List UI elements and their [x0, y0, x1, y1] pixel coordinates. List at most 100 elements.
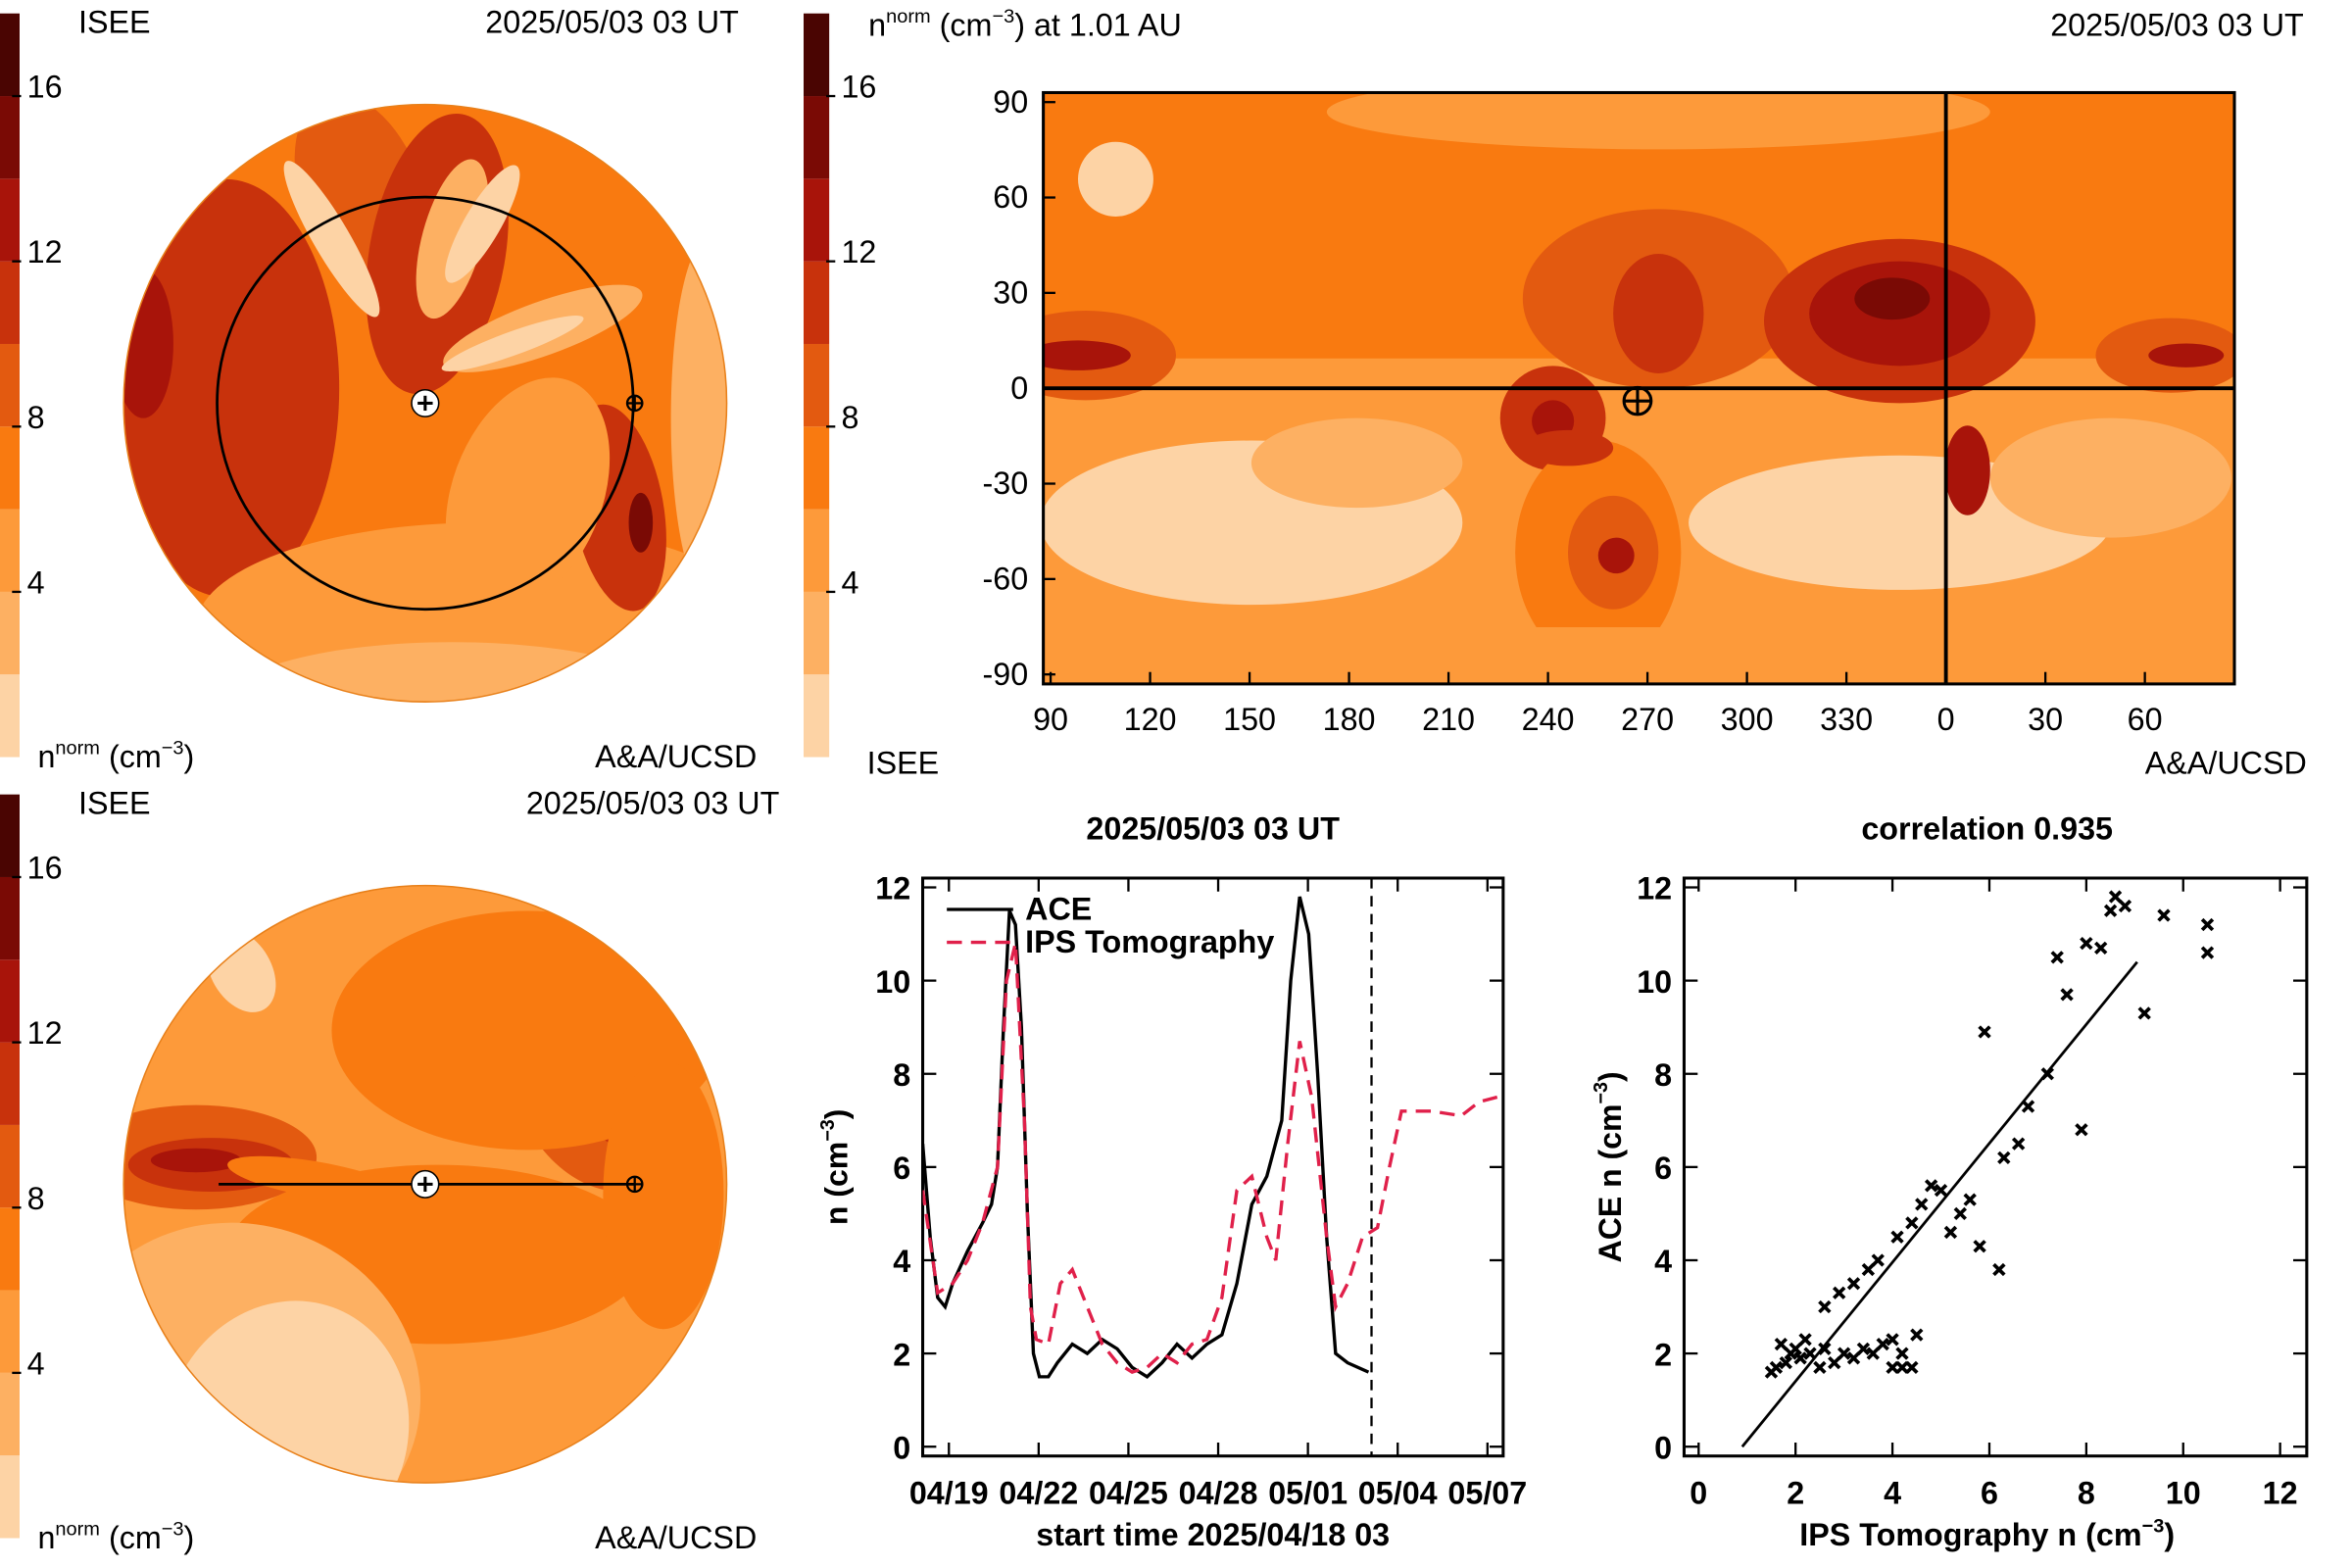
- x-axis-label: start time 2025/04/18 03: [1036, 1517, 1390, 1552]
- y-tick-label: 4: [1654, 1244, 1672, 1279]
- colorbar-level: [0, 1372, 20, 1456]
- colorbar-level: [804, 426, 830, 510]
- colorbar-level: [0, 959, 20, 1043]
- panel-credit: A&A/UCSD: [595, 739, 757, 774]
- scatter-point: [1876, 1337, 1889, 1351]
- map-title-part: (cm: [931, 8, 993, 43]
- x-tick-label: 300: [1721, 702, 1774, 737]
- panel-source: ISEE: [78, 5, 151, 40]
- colorbar-level: [804, 96, 830, 179]
- scatter-point: [2021, 1100, 2035, 1113]
- colorbar-level: [804, 178, 830, 262]
- contour-region: [1250, 417, 1463, 509]
- scatter-point: [2118, 899, 2132, 913]
- contour-region: [445, 377, 611, 609]
- scatter-point: [1934, 1184, 1948, 1198]
- y-tick-label: -90: [983, 657, 1029, 692]
- scatter-point: [1798, 1333, 1812, 1347]
- colorbar-level: [0, 1455, 20, 1539]
- scatter-point: [1833, 1286, 1846, 1299]
- panel-source: ISEE: [78, 786, 151, 821]
- colorbar-level: [0, 1207, 20, 1291]
- scatter-point: [1905, 1360, 1919, 1374]
- y-tick-label: 4: [893, 1244, 910, 1279]
- x-tick-label: 8: [2078, 1476, 2095, 1511]
- scatter-point: [1818, 1342, 1832, 1355]
- x-tick-label: 90: [1033, 702, 1068, 737]
- scatter-point: [1886, 1333, 1899, 1347]
- y-axis-label-part: n (cm: [818, 1142, 854, 1225]
- colorbar-level: [0, 426, 20, 510]
- map-title: nnorm (cm−3) at 1.01 AU: [868, 6, 1182, 43]
- colorbar-label-part: n: [37, 739, 55, 774]
- x-tick-label: 6: [1981, 1476, 1998, 1511]
- colorbar-label: nnorm (cm−3): [37, 738, 194, 775]
- contour-region: [628, 492, 654, 553]
- colorbar-level: [804, 509, 830, 592]
- scatter-point: [1953, 1206, 1967, 1221]
- scatter-point: [1915, 1198, 1929, 1211]
- chart-title: 2025/05/03 03 UT: [1086, 811, 1340, 847]
- colorbar-level: [0, 178, 20, 262]
- contour-region: [164, 1300, 410, 1484]
- colorbar-level: [0, 509, 20, 592]
- x-tick-label: 0: [1937, 702, 1955, 737]
- scatter-point: [1856, 1342, 1871, 1355]
- colorbar-level: [0, 1042, 20, 1125]
- panel-time: 2025/05/03 03 UT: [2050, 8, 2304, 43]
- y-tick-label: 0: [1654, 1431, 1672, 1466]
- scatter-point: [1813, 1360, 1827, 1374]
- colorbar-level: [0, 674, 20, 758]
- y-tick-label: 12: [875, 871, 910, 906]
- contour-region: [1043, 340, 1131, 370]
- scatter-point: [1803, 1347, 1817, 1360]
- colorbar-level: [0, 876, 20, 960]
- contour-region: [445, 165, 520, 283]
- y-tick-label: 2: [1654, 1337, 1672, 1372]
- plot-area: [922, 896, 1498, 1379]
- contour-region: [1522, 429, 1614, 466]
- x-axis-label: IPS Tomography n (cm−3): [1799, 1516, 2175, 1553]
- panel-credit: A&A/UCSD: [2145, 745, 2307, 780]
- x-tick-label: 04/22: [999, 1476, 1078, 1511]
- panel-source: ISEE: [867, 745, 940, 780]
- scatter-point: [1774, 1337, 1788, 1351]
- y-tick-label: 10: [1637, 964, 1672, 1000]
- colorbar-level: [0, 1124, 20, 1208]
- y-axis-label-sup: −3: [1591, 1082, 1612, 1104]
- colorbar-tick-label: 8: [841, 400, 858, 435]
- chart-title: correlation 0.935: [1861, 811, 2113, 847]
- contour-region: [1078, 141, 1153, 217]
- contour-region: [1043, 627, 2234, 684]
- colorbar-label-part: (cm: [100, 1520, 162, 1555]
- x-tick-label: 05/07: [1447, 1476, 1527, 1511]
- colorbar-label-part: (cm: [100, 739, 162, 774]
- colorbar-level: [0, 96, 20, 179]
- y-axis-label-part: ): [1592, 1071, 1628, 1082]
- y-axis-label-part: ACE n (cm: [1592, 1104, 1628, 1263]
- y-tick-label: 6: [893, 1151, 910, 1186]
- contour-region: [1944, 425, 1990, 515]
- x-tick-label: 04/25: [1089, 1476, 1168, 1511]
- contour-region: [1613, 254, 1704, 373]
- scatter-point: [1871, 1253, 1885, 1267]
- x-tick-label: 0: [1690, 1476, 1707, 1511]
- scatter-point: [1861, 1262, 1876, 1277]
- contour-region: [227, 1155, 407, 1203]
- disk-outline: [122, 103, 728, 703]
- map-title-part: ) at 1.01 AU: [1014, 8, 1182, 43]
- colorbar-level: [0, 1290, 20, 1373]
- y-tick-label: 2: [893, 1337, 910, 1372]
- colorbar-level: [804, 13, 830, 97]
- x-tick-label: 240: [1522, 702, 1575, 737]
- colorbar-label-part: ): [184, 1520, 195, 1555]
- y-axis-label: n (cm−3): [817, 1109, 855, 1226]
- legend-label: ACE: [1025, 892, 1092, 927]
- contour-region: [416, 159, 489, 319]
- y-tick-label: -60: [983, 562, 1029, 597]
- y-tick-label: 8: [1654, 1057, 1672, 1093]
- colorbar-tick-label: 12: [27, 1015, 63, 1051]
- scatter-point: [1828, 1355, 1841, 1370]
- x-tick-label: 30: [2028, 702, 2063, 737]
